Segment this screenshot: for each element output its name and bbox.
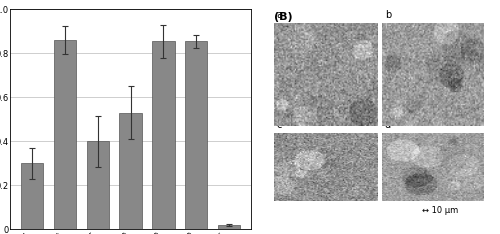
Text: b: b — [384, 10, 391, 20]
Bar — [86, 141, 109, 229]
Text: d: d — [384, 120, 391, 130]
Bar — [185, 41, 208, 229]
Bar — [218, 225, 240, 229]
Bar — [21, 163, 44, 229]
Bar — [54, 40, 76, 229]
Bar — [152, 41, 174, 229]
Text: a: a — [277, 10, 283, 20]
Bar — [120, 113, 142, 229]
Text: c: c — [277, 120, 282, 130]
Text: ↔ 10 μm: ↔ 10 μm — [422, 206, 458, 215]
Text: (B): (B) — [274, 11, 293, 22]
